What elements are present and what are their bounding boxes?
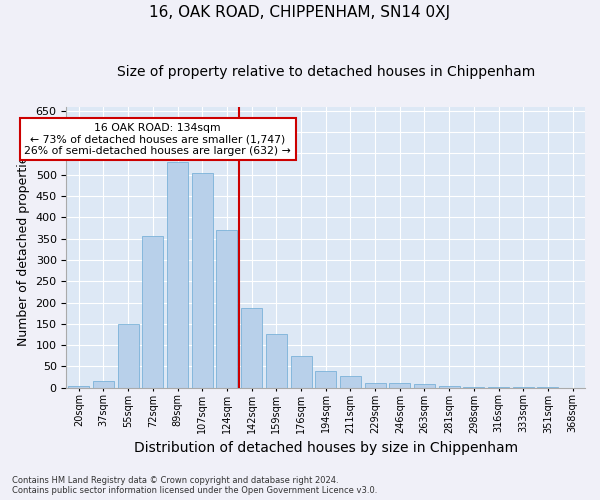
Y-axis label: Number of detached properties: Number of detached properties: [17, 148, 30, 346]
Bar: [389, 382, 410, 388]
Bar: [266, 334, 287, 388]
Text: Contains HM Land Registry data © Crown copyright and database right 2024.
Contai: Contains HM Land Registry data © Crown c…: [12, 476, 377, 495]
X-axis label: Distribution of detached houses by size in Chippenham: Distribution of detached houses by size …: [134, 441, 518, 455]
Bar: [118, 324, 139, 388]
Bar: [290, 356, 311, 388]
Title: Size of property relative to detached houses in Chippenham: Size of property relative to detached ho…: [116, 65, 535, 79]
Text: 16 OAK ROAD: 134sqm
← 73% of detached houses are smaller (1,747)
26% of semi-det: 16 OAK ROAD: 134sqm ← 73% of detached ho…: [25, 122, 291, 156]
Bar: [142, 236, 163, 388]
Bar: [414, 384, 435, 388]
Bar: [217, 230, 238, 388]
Bar: [340, 376, 361, 388]
Bar: [192, 172, 213, 388]
Bar: [315, 370, 336, 388]
Bar: [167, 162, 188, 388]
Bar: [439, 386, 460, 388]
Bar: [241, 308, 262, 388]
Bar: [68, 386, 89, 388]
Bar: [365, 382, 386, 388]
Text: 16, OAK ROAD, CHIPPENHAM, SN14 0XJ: 16, OAK ROAD, CHIPPENHAM, SN14 0XJ: [149, 5, 451, 20]
Bar: [93, 382, 114, 388]
